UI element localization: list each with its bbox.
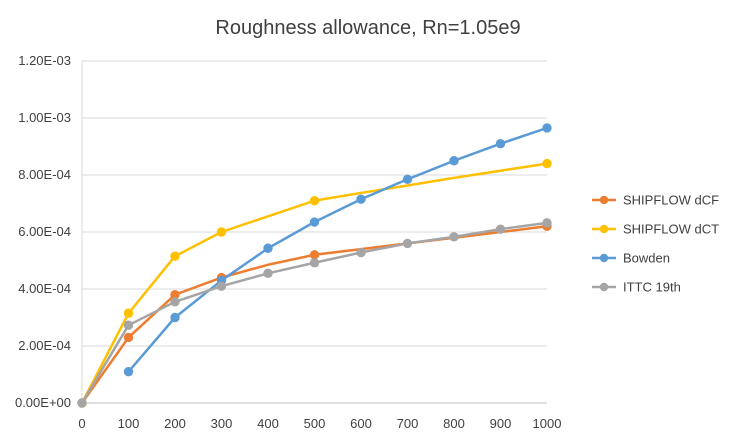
legend-swatch-marker bbox=[599, 253, 609, 263]
data-point bbox=[263, 268, 273, 279]
data-point bbox=[495, 138, 506, 149]
x-tick-label: 600 bbox=[350, 416, 372, 431]
y-tick-label: 6.00E-04 bbox=[18, 224, 71, 239]
data-point bbox=[402, 238, 413, 249]
data-point bbox=[77, 398, 87, 408]
y-tick-label: 1.00E-03 bbox=[18, 110, 71, 125]
y-tick-label: 0.00E+00 bbox=[15, 395, 71, 410]
data-point bbox=[170, 251, 180, 261]
data-point bbox=[542, 158, 552, 169]
legend-item: ITTC 19th bbox=[592, 280, 681, 295]
x-tick-label: 700 bbox=[397, 416, 419, 431]
grid-lines bbox=[82, 60, 547, 347]
legend-item: SHIPFLOW dCF bbox=[592, 193, 719, 208]
data-point bbox=[356, 194, 366, 204]
series-lines bbox=[77, 123, 552, 408]
chart-title: Roughness allowance, Rn=1.05e9 bbox=[215, 17, 520, 39]
legend-swatch-marker bbox=[599, 195, 609, 205]
data-point bbox=[123, 320, 134, 330]
x-tick-label: 0 bbox=[78, 416, 85, 431]
x-tick-label: 200 bbox=[164, 416, 186, 431]
data-point bbox=[216, 227, 227, 237]
data-point bbox=[309, 250, 320, 260]
legend-item: SHIPFLOW dCT bbox=[592, 222, 719, 237]
data-point bbox=[542, 218, 552, 228]
data-point bbox=[170, 312, 180, 323]
x-tick-label: 100 bbox=[118, 416, 140, 431]
data-point bbox=[216, 281, 227, 291]
data-point bbox=[542, 123, 552, 133]
data-point bbox=[309, 217, 320, 227]
data-point bbox=[123, 366, 134, 377]
series-ittc-19th bbox=[77, 218, 552, 408]
data-point bbox=[449, 232, 459, 242]
y-tick-label: 8.00E-04 bbox=[18, 167, 71, 182]
data-point bbox=[356, 247, 366, 258]
legend-item: Bowden bbox=[592, 251, 670, 266]
series-shipflow-dct bbox=[77, 158, 552, 408]
data-point bbox=[263, 243, 273, 253]
legend-label: Bowden bbox=[623, 251, 670, 266]
data-point bbox=[170, 297, 180, 307]
y-tick-label: 2.00E-04 bbox=[18, 338, 71, 353]
y-tick-label: 4.00E-04 bbox=[18, 281, 71, 296]
x-tick-label: 400 bbox=[257, 416, 279, 431]
data-point bbox=[309, 258, 320, 268]
series-line bbox=[80, 221, 549, 405]
legend-swatch-marker bbox=[599, 282, 609, 292]
legend-label: SHIPFLOW dCF bbox=[623, 193, 719, 208]
legend-label: ITTC 19th bbox=[623, 280, 681, 295]
x-tick-label: 800 bbox=[443, 416, 465, 431]
data-point bbox=[495, 224, 506, 234]
legend: SHIPFLOW dCF SHIPFLOW dCT Bowden ITTC 19th bbox=[592, 193, 719, 295]
x-tick-label: 900 bbox=[490, 416, 512, 431]
y-tick-label: 1.20E-03 bbox=[18, 53, 71, 68]
x-tick-label: 300 bbox=[211, 416, 233, 431]
series-line bbox=[127, 126, 549, 373]
x-tick-label: 500 bbox=[304, 416, 326, 431]
legend-swatch-marker bbox=[599, 224, 609, 234]
x-tick-label: 1000 bbox=[533, 416, 562, 431]
data-point bbox=[123, 332, 134, 343]
data-point bbox=[449, 156, 459, 166]
axes: 0.00E+00 2.00E-04 4.00E-04 6.00E-04 8.00E-04… bbox=[15, 53, 561, 431]
data-point bbox=[402, 174, 413, 184]
legend-label: SHIPFLOW dCT bbox=[623, 222, 719, 237]
data-point bbox=[123, 308, 134, 318]
data-point bbox=[309, 195, 320, 206]
